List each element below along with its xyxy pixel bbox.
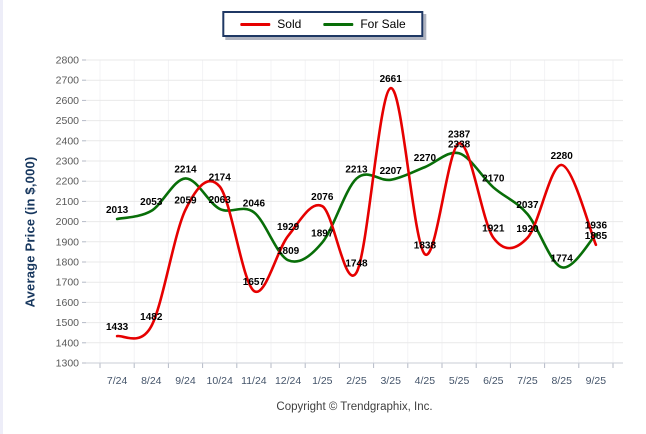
- y-tick-label: 2400: [56, 135, 80, 147]
- data-label-sold: 1657: [243, 277, 266, 288]
- chart-legend: Sold For Sale: [222, 11, 424, 37]
- data-label-sold: 1920: [516, 224, 539, 235]
- data-label-sold: 1929: [277, 222, 300, 233]
- data-label-for-sale: 2037: [516, 200, 539, 211]
- data-label-sold: 1921: [482, 224, 505, 235]
- data-label-sold: 2661: [380, 74, 403, 85]
- data-label-for-sale: 2213: [345, 165, 368, 176]
- y-tick-label: 2000: [56, 216, 80, 228]
- y-tick-label: 2200: [56, 176, 80, 188]
- legend-label-for-sale: For Sale: [360, 17, 406, 31]
- y-tick-label: 1800: [56, 257, 80, 269]
- data-label-sold: 1433: [106, 322, 129, 333]
- for-sale-line-swatch: [323, 22, 354, 26]
- x-tick-label: 10/24: [207, 375, 233, 387]
- data-label-for-sale: 2207: [380, 166, 403, 177]
- x-tick-label: 3/25: [380, 375, 401, 387]
- x-tick-label: 5/25: [449, 375, 470, 387]
- legend-item-sold: Sold: [240, 17, 301, 31]
- x-tick-label: 12/24: [275, 375, 301, 387]
- data-label-for-sale: 1809: [277, 246, 300, 257]
- sold-line-swatch: [240, 22, 271, 26]
- legend-label-sold: Sold: [277, 17, 302, 31]
- data-label-sold: 1838: [414, 240, 437, 251]
- data-label-for-sale: 1936: [585, 221, 608, 232]
- data-label-for-sale: 2063: [209, 195, 232, 206]
- data-label-for-sale: 2270: [414, 153, 437, 164]
- x-tick-label: 9/24: [175, 375, 196, 387]
- data-label-sold: 1885: [585, 231, 608, 242]
- x-tick-label: 8/24: [141, 375, 162, 387]
- x-tick-label: 4/25: [415, 375, 436, 387]
- y-tick-label: 1300: [56, 358, 80, 370]
- sold-series-line: [115, 86, 598, 340]
- y-tick-label: 1600: [56, 297, 80, 309]
- y-axis-title: Average Price (in $,000): [22, 156, 38, 308]
- x-tick-label: 8/25: [551, 375, 572, 387]
- y-tick-label: 2600: [56, 95, 80, 107]
- y-tick-label: 1900: [56, 236, 80, 248]
- y-tick-label: 2800: [56, 55, 80, 67]
- data-label-sold: 2280: [551, 151, 574, 162]
- y-tick-label: 1500: [56, 317, 80, 329]
- legend-item-for-sale: For Sale: [323, 17, 406, 31]
- data-label-for-sale: 2338: [448, 139, 471, 150]
- x-tick-label: 9/25: [586, 375, 607, 387]
- data-label-sold: 1748: [345, 259, 368, 270]
- x-tick-label: 7/24: [107, 375, 128, 387]
- x-tick-label: 2/25: [346, 375, 367, 387]
- y-tick-label: 2100: [56, 196, 80, 208]
- data-label-for-sale: 2053: [140, 197, 163, 208]
- x-tick-label: 7/25: [517, 375, 538, 387]
- y-tick-label: 1400: [56, 337, 80, 349]
- data-label-for-sale: 2046: [243, 198, 266, 209]
- copyright-text: Copyright © Trendgraphix, Inc.: [276, 401, 433, 413]
- left-edge-strip: [0, 0, 3, 434]
- for-sale-series-line: [115, 151, 598, 269]
- data-label-sold: 2059: [174, 196, 197, 207]
- y-tick-label: 2300: [56, 156, 80, 168]
- data-label-sold: 2174: [209, 173, 232, 184]
- data-label-for-sale: 2214: [174, 164, 197, 175]
- y-tick-label: 2500: [56, 115, 80, 127]
- data-label-sold: 1482: [140, 312, 163, 323]
- data-label-for-sale: 1774: [551, 253, 574, 264]
- x-tick-label: 1/25: [312, 375, 333, 387]
- data-label-sold: 2387: [448, 129, 471, 140]
- y-tick-label: 2700: [56, 75, 80, 87]
- data-label-for-sale: 2170: [482, 173, 505, 184]
- y-tick-label: 1700: [56, 277, 80, 289]
- data-label-for-sale: 2013: [106, 205, 129, 216]
- x-tick-label: 11/24: [241, 375, 267, 387]
- x-tick-label: 6/25: [483, 375, 504, 387]
- data-label-for-sale: 1897: [311, 228, 334, 239]
- data-label-sold: 2076: [311, 192, 334, 203]
